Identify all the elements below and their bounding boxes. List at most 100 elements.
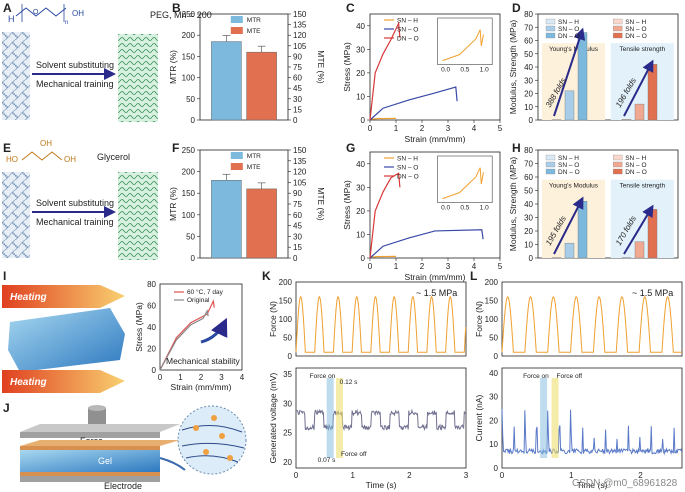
force-tick-label: 200 (485, 278, 499, 287)
legend-swatch (546, 155, 555, 160)
bottom-electrode (20, 472, 160, 476)
heating-label-top: Heating (10, 292, 47, 303)
panel-d: D 01020304050607080Modulus, Strength (MP… (508, 1, 678, 125)
y-tick-label: 40 (524, 200, 533, 209)
panel-label-b: B (172, 1, 181, 15)
legend-label: DN – O (558, 33, 580, 40)
glycerol-oh-mid: OH (40, 139, 52, 148)
panel-c: C 0 1 2 3 4 5010203040Strain (mm/mm)Stress (M… (342, 1, 503, 144)
pressure-annotation: ~ 1.5 MPa (632, 288, 673, 298)
bar-g1-2 (648, 64, 657, 120)
bar-mte (247, 189, 277, 258)
series-line-0 (370, 118, 396, 119)
y-tick-label: 10 (524, 103, 533, 112)
legend-label: SN – O (558, 26, 579, 33)
step-training-e: Mechanical training (36, 217, 114, 227)
x-axis-label: Time (s) (366, 480, 397, 490)
x-tick-label: 3 (446, 124, 451, 133)
signal-tick-label: 30 (489, 393, 498, 402)
y-tick-label: 0 (529, 116, 534, 125)
panel-label-c: C (346, 1, 355, 15)
panel-k: K 050100150200Force (N)~ 1.5 MPa20253035… (262, 269, 469, 490)
y-tick-label-left: 150 (182, 189, 196, 198)
y-tick-label: 40 (524, 63, 533, 72)
legend-label: SN – O (397, 27, 418, 34)
signal-series (296, 410, 466, 429)
panel-i: I Heating Heating (2, 269, 125, 393)
panel-g: G 0 1 2 3 4 5 0 10 20 30 40 Strain (mm/mm) Stress (M… (342, 141, 503, 282)
peg-n: n (65, 20, 68, 26)
legend-swatch (546, 162, 555, 167)
signal-tick-label: 30 (283, 399, 292, 408)
bar-g0-1 (565, 243, 574, 258)
x-tick-label: 0 (368, 262, 373, 271)
x-axis-label: Strain (mm/mm) (405, 272, 466, 282)
inset-tick-label: 1.0 (480, 67, 489, 74)
x-tick-label: 3 (464, 471, 469, 480)
legend-label: MTR (247, 17, 261, 24)
panel-label-k: K (262, 269, 271, 283)
y-tick-label: 40 (356, 22, 365, 31)
y-tick-label-left: 150 (182, 52, 196, 61)
y-tick-label-right: 135 (293, 21, 307, 30)
inset-tick-label: 1.0 (480, 205, 489, 212)
signal-tick-label: 0 (494, 464, 499, 473)
signal-axis-label: Generated voltage (mV) (268, 372, 278, 463)
y-tick-label: 10 (356, 92, 365, 101)
legend-label: SN – O (397, 165, 418, 172)
glycerol-ho: HO (6, 155, 18, 164)
legend-label: Original (187, 297, 210, 304)
legend-label: 60 °C, 7 day (187, 288, 224, 296)
y-tick-label-left: 50 (186, 232, 195, 241)
y-tick-label-right: 120 (293, 168, 307, 177)
legend-label: SN – H (625, 155, 646, 162)
y-tick-label-right: 30 (293, 95, 302, 104)
signal-tick-label: 20 (283, 458, 292, 467)
force-tick-label: 100 (279, 315, 293, 324)
bar-g1-1 (635, 104, 644, 120)
y-axis-label: Stress (MPa) (342, 42, 352, 92)
y-tick-label: 30 (524, 76, 533, 85)
legend-swatch (546, 26, 555, 31)
y-tick-label-right: 150 (293, 146, 307, 155)
inset-tick-label: 0.0 (441, 205, 450, 212)
legend-label: MTE (247, 28, 261, 35)
signal-tick-label: 20 (489, 416, 498, 425)
bar-g1-2 (648, 209, 657, 258)
signal-tick-label: 25 (283, 429, 292, 438)
inset-tick-label: 0.0 (441, 67, 450, 74)
y-tick-label-right: 0 (293, 254, 298, 263)
y-tick-label-right: 105 (293, 42, 307, 51)
force-tick-label: 150 (279, 297, 293, 306)
panel-l: L 050100150200Force (N)~ 1.5 MPa01020304… (470, 269, 682, 490)
y-tick-label-left: 0 (191, 254, 196, 263)
group-label-modulus: Young's Modulus (549, 183, 599, 190)
bar-mtr (211, 42, 241, 120)
panel-i-chart: 0 1 2 3 4020406080Strain (mm/mm)Stress (MPa)… (134, 280, 245, 392)
signal-tick-label: 10 (489, 440, 498, 449)
group-label-strength: Tensile strength (620, 46, 666, 53)
y-tick-label: 50 (524, 50, 533, 59)
y-tick-label: 50 (524, 187, 533, 196)
series-line-0 (370, 256, 396, 257)
y-tick-label: 0 (152, 366, 157, 375)
y-tick-label-right: 15 (293, 243, 302, 252)
y-tick-label-right: 90 (293, 52, 302, 61)
legend-label: MTE (247, 164, 261, 171)
y-tick-label-right: 90 (293, 189, 302, 198)
time-label-on: 0.12 s (340, 379, 358, 386)
y-tick-label: 30 (356, 183, 365, 192)
force-off-label: Force off (341, 451, 367, 458)
x-tick-label: 0 (368, 124, 373, 133)
x-tick-label: 3 (219, 373, 224, 382)
y-tick-label-right: 30 (293, 232, 302, 241)
panel-e: E HO OH OH Glycerol Solvent substituting… (2, 139, 158, 260)
panel-label-g: G (346, 141, 355, 155)
y-axis-label: Modulus, Strength (MPa) (508, 20, 518, 115)
watermark: CSDN @m0_68961828 (572, 478, 678, 489)
y-axis-label: Stress (MPa) (342, 180, 352, 230)
time-label-off: 0.07 s (318, 457, 336, 464)
panel-h: H 01020304050607080Modulus, Strength (MP… (508, 141, 678, 263)
legend-swatch (613, 162, 622, 167)
y-tick-label-left: 0 (191, 116, 196, 125)
